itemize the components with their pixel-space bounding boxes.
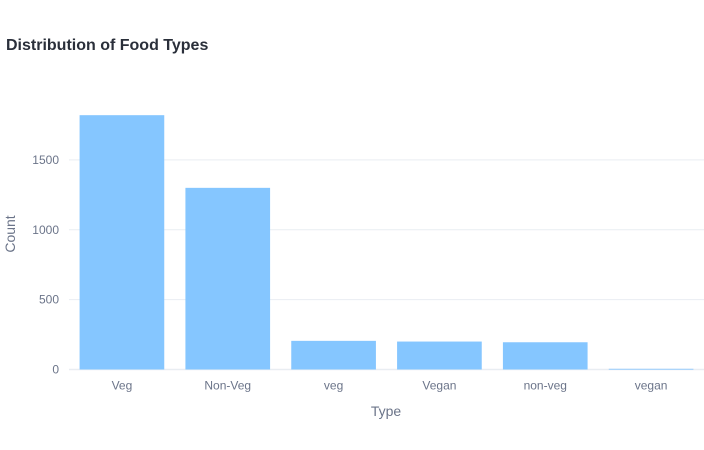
x-tick-labels: Veg Non-Veg veg Vegan non-veg vegan <box>112 379 668 393</box>
bar[interactable] <box>79 115 165 370</box>
x-tick-label: Vegan <box>422 379 456 393</box>
y-tick-labels: 0 500 1000 1500 <box>32 153 59 377</box>
x-tick-label: veg <box>324 379 343 393</box>
bar[interactable] <box>291 340 376 370</box>
y-tick-label: 1500 <box>32 153 59 167</box>
y-axis-label: Count <box>2 215 18 252</box>
bars <box>79 115 694 370</box>
chart-title: Distribution of Food Types <box>6 37 208 54</box>
x-tick-label: Veg <box>112 379 133 393</box>
y-tick-label: 0 <box>52 363 59 377</box>
x-tick-label: vegan <box>635 379 668 393</box>
x-tick-label: Non-Veg <box>204 379 251 393</box>
bar[interactable] <box>608 368 694 370</box>
bar[interactable] <box>502 342 588 370</box>
y-tick-label: 1000 <box>32 223 59 237</box>
bar[interactable] <box>397 341 482 370</box>
x-axis-label: Type <box>371 403 402 419</box>
gridlines <box>69 159 704 371</box>
x-tick-label: non-veg <box>524 379 567 393</box>
y-tick-label: 500 <box>39 293 59 307</box>
bar[interactable] <box>185 187 271 370</box>
